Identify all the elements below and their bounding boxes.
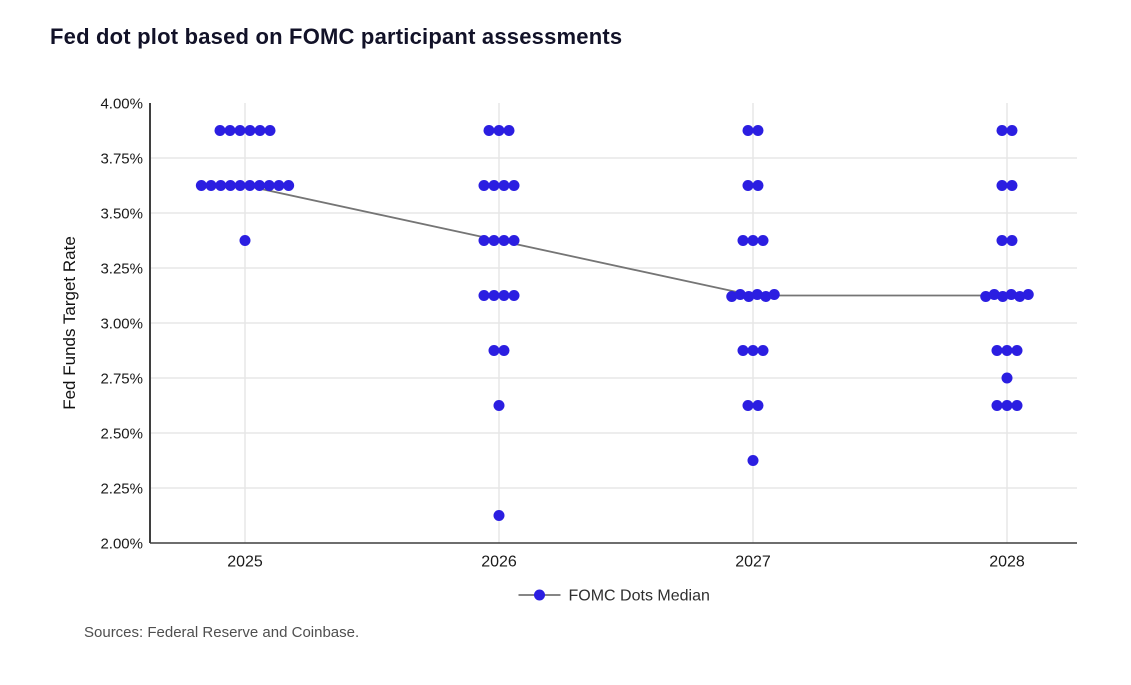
y-tick-label: 3.00% [100, 315, 143, 332]
fomc-dot[interactable] [1001, 400, 1013, 411]
fomc-dot[interactable] [752, 400, 764, 411]
fomc-dot[interactable] [737, 345, 749, 356]
fomc-dot[interactable] [1006, 125, 1018, 136]
fomc-dot[interactable] [503, 125, 515, 136]
legend-marker-dot [534, 589, 545, 601]
fomc-dot[interactable] [1001, 345, 1013, 356]
y-tick-label: 2.00% [100, 535, 143, 552]
fomc-dot[interactable] [742, 400, 754, 411]
fomc-dot[interactable] [493, 125, 505, 136]
fomc-dot[interactable] [478, 290, 490, 301]
fomc-dot[interactable] [488, 235, 500, 246]
fomc-dot[interactable] [1011, 345, 1023, 356]
fomc-dot[interactable] [254, 180, 266, 191]
fomc-dot[interactable] [498, 290, 510, 301]
fomc-dot[interactable] [743, 291, 755, 302]
fomc-dot[interactable] [991, 400, 1003, 411]
y-tick-label: 3.75% [100, 150, 143, 167]
fomc-dot[interactable] [498, 235, 510, 246]
fomc-dot[interactable] [263, 180, 275, 191]
fomc-dot[interactable] [493, 510, 505, 521]
source-note: Sources: Federal Reserve and Coinbase. [84, 624, 360, 641]
fomc-dot[interactable] [737, 235, 749, 246]
fomc-dot[interactable] [493, 400, 505, 411]
fomc-dot[interactable] [244, 180, 256, 191]
fomc-dot[interactable] [508, 180, 520, 191]
fomc-dot[interactable] [215, 180, 227, 191]
fomc-dot[interactable] [283, 180, 295, 191]
fomc-dot[interactable] [742, 125, 754, 136]
fomc-dot[interactable] [488, 290, 500, 301]
fomc-dot[interactable] [264, 125, 276, 136]
legend-item[interactable]: FOMC Dots Median [518, 588, 710, 605]
fomc-dot[interactable] [1005, 289, 1017, 300]
fomc-dot[interactable] [224, 125, 236, 136]
fomc-dot[interactable] [239, 235, 251, 246]
fomc-dot[interactable] [273, 180, 285, 191]
fomc-dot[interactable] [996, 235, 1008, 246]
fomc-dot[interactable] [1011, 400, 1023, 411]
y-tick-label: 4.00% [100, 95, 143, 112]
fomc-dot[interactable] [996, 125, 1008, 136]
fomc-dot[interactable] [991, 345, 1003, 356]
fomc-dot[interactable] [254, 125, 266, 136]
fomc-dot[interactable] [205, 180, 217, 191]
fomc-dot[interactable] [195, 180, 207, 191]
x-tick-label: 2028 [989, 554, 1025, 571]
fomc-dot[interactable] [760, 291, 772, 302]
fomc-dot[interactable] [768, 289, 780, 300]
fomc-dot[interactable] [1014, 291, 1026, 302]
fomc-dot[interactable] [742, 180, 754, 191]
fomc-dot[interactable] [498, 345, 510, 356]
fomc-dot[interactable] [726, 291, 738, 302]
fomc-dot[interactable] [747, 455, 759, 466]
fomc-dot[interactable] [980, 291, 992, 302]
fomc-dot[interactable] [1006, 180, 1018, 191]
fomc-dot[interactable] [1001, 372, 1013, 384]
fomc-dot[interactable] [498, 180, 510, 191]
fomc-dot[interactable] [988, 289, 1000, 300]
fomc-dot[interactable] [234, 125, 246, 136]
fomc-dot[interactable] [751, 289, 763, 300]
y-tick-label: 2.75% [100, 370, 143, 387]
median-line[interactable] [244, 184, 1007, 297]
fomc-dot[interactable] [752, 125, 764, 136]
y-tick-label: 3.25% [100, 260, 143, 277]
fomc-dot[interactable] [478, 235, 490, 246]
x-tick-label: 2026 [481, 554, 517, 571]
fomc-dot[interactable] [234, 180, 246, 191]
fomc-dot[interactable] [752, 180, 764, 191]
fomc-dot[interactable] [508, 290, 520, 301]
y-tick-label: 2.25% [100, 480, 143, 497]
fomc-dot[interactable] [478, 180, 490, 191]
fomc-dot[interactable] [757, 345, 769, 356]
fomc-dot[interactable] [747, 345, 759, 356]
fomc-dot[interactable] [757, 235, 769, 246]
y-tick-label: 2.50% [100, 425, 143, 442]
fomc-dot[interactable] [488, 180, 500, 191]
y-tick-label: 3.50% [100, 205, 143, 222]
fomc-dot[interactable] [244, 125, 256, 136]
x-tick-label: 2025 [227, 554, 263, 571]
fomc-dot[interactable] [224, 180, 236, 191]
fomc-dot[interactable] [1022, 289, 1034, 300]
fomc-dot[interactable] [997, 291, 1009, 302]
fomc-dot[interactable] [488, 345, 500, 356]
fomc-dot[interactable] [996, 180, 1008, 191]
fomc-dot[interactable] [734, 289, 746, 300]
fomc-dot[interactable] [483, 125, 495, 136]
chart-title: Fed dot plot based on FOMC participant a… [50, 24, 623, 49]
y-axis-title: Fed Funds Target Rate [60, 236, 79, 410]
fomc-dot[interactable] [1006, 235, 1018, 246]
fomc-dot[interactable] [747, 235, 759, 246]
x-tick-label: 2027 [735, 554, 771, 571]
fomc-dot[interactable] [508, 235, 520, 246]
legend-label: FOMC Dots Median [569, 588, 710, 605]
fomc-dot[interactable] [214, 125, 226, 136]
